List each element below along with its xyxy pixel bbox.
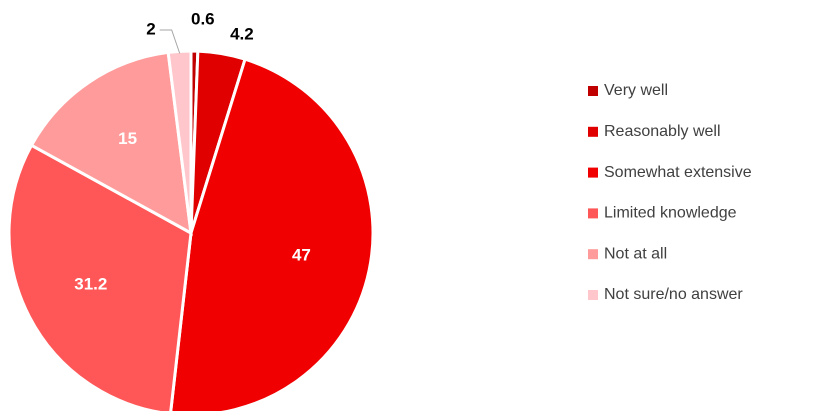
legend-label: Not sure/no answer	[604, 286, 743, 303]
legend-swatch	[588, 86, 598, 96]
pie-slice	[166, 49, 193, 234]
legend-label: Somewhat extensive	[604, 164, 752, 181]
data-label: 47	[292, 246, 311, 265]
data-label: 4.2	[230, 24, 254, 43]
legend-swatch	[588, 290, 598, 300]
legend-swatch	[588, 126, 598, 137]
legend-label: Very well	[604, 82, 668, 99]
pie-slice	[7, 143, 193, 411]
pie-slice	[29, 50, 193, 236]
data-label: 15	[118, 129, 137, 148]
data-label: 0.6	[191, 9, 215, 28]
data-label: 31.2	[74, 274, 107, 293]
legend-label: Not at all	[604, 245, 667, 262]
legend-swatch	[588, 208, 598, 219]
leader-line	[159, 29, 181, 54]
legend-label: Limited knowledge	[604, 205, 737, 222]
legend-swatch	[588, 249, 598, 260]
data-label: 2	[146, 19, 155, 38]
legend-label: Reasonably well	[604, 123, 721, 140]
legend-swatch	[588, 167, 598, 178]
pie-slice	[169, 57, 375, 411]
